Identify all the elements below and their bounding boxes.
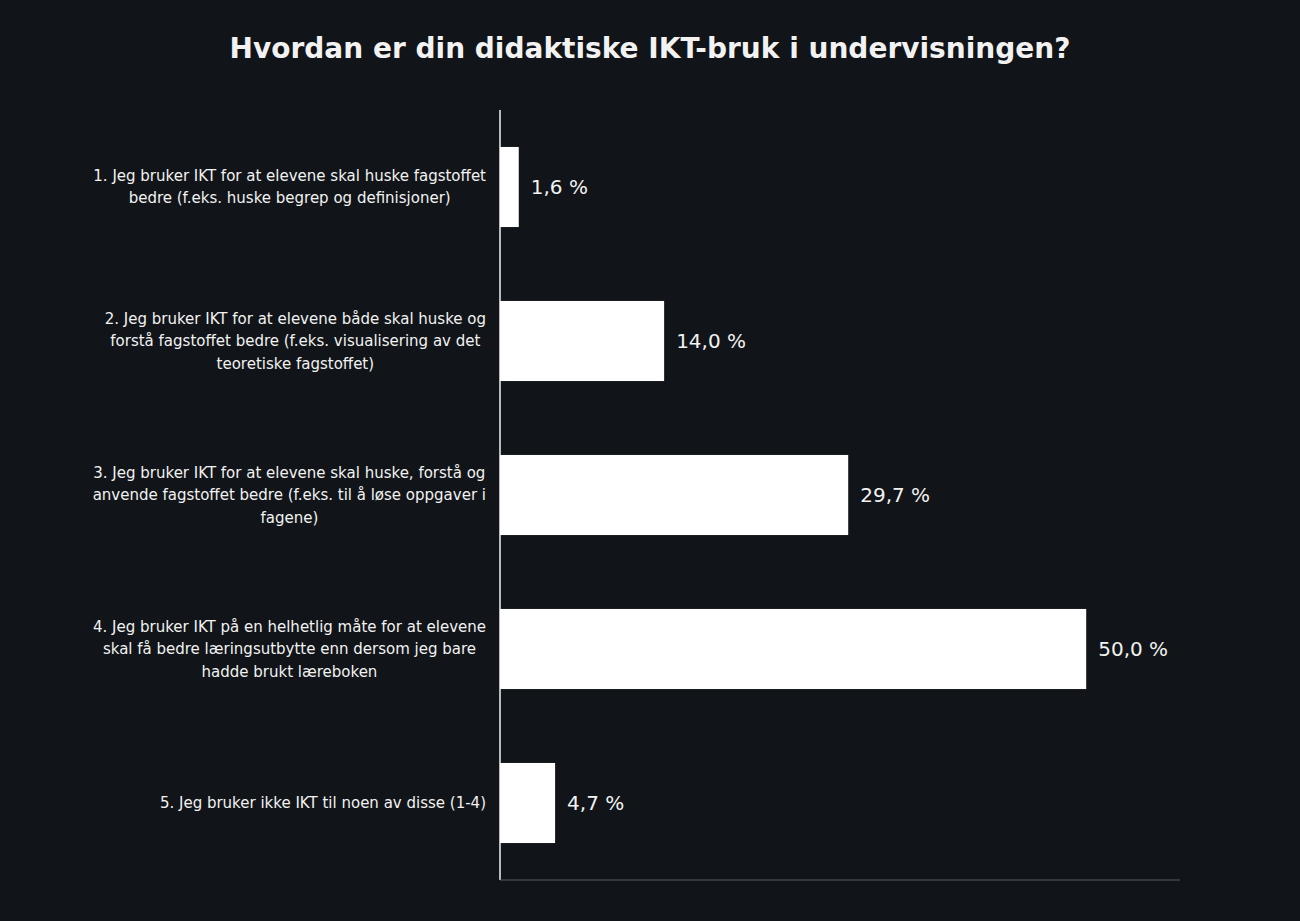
category-label: 1. Jeg bruker IKT for at elevene skal hu… — [93, 167, 486, 208]
category-label: 3. Jeg bruker IKT for at elevene skal hu… — [93, 464, 486, 527]
data-label: 29,7 % — [860, 483, 930, 507]
data-label: 50,0 % — [1098, 637, 1168, 661]
bar — [500, 763, 555, 843]
title: Hvordan er din didaktiske IKT-bruk i und… — [230, 32, 1071, 65]
category-label: 2. Jeg bruker IKT for at elevene både sk… — [105, 310, 486, 373]
background — [0, 0, 1300, 921]
data-label: 4,7 % — [567, 791, 624, 815]
category-label: 5. Jeg bruker ikke IKT til noen av disse… — [160, 794, 486, 812]
data-label: 14,0 % — [676, 329, 746, 353]
data-label: 1,6 % — [531, 175, 588, 199]
category-label: 4. Jeg bruker IKT på en helhetlig måte f… — [93, 618, 486, 681]
bar — [500, 147, 519, 227]
value-axis-line — [500, 880, 1180, 881]
bar — [500, 609, 1086, 689]
bars — [500, 147, 1086, 843]
bar — [500, 455, 848, 535]
bar — [500, 301, 664, 381]
chart: Hvordan er din didaktiske IKT-bruk i und… — [0, 0, 1300, 921]
